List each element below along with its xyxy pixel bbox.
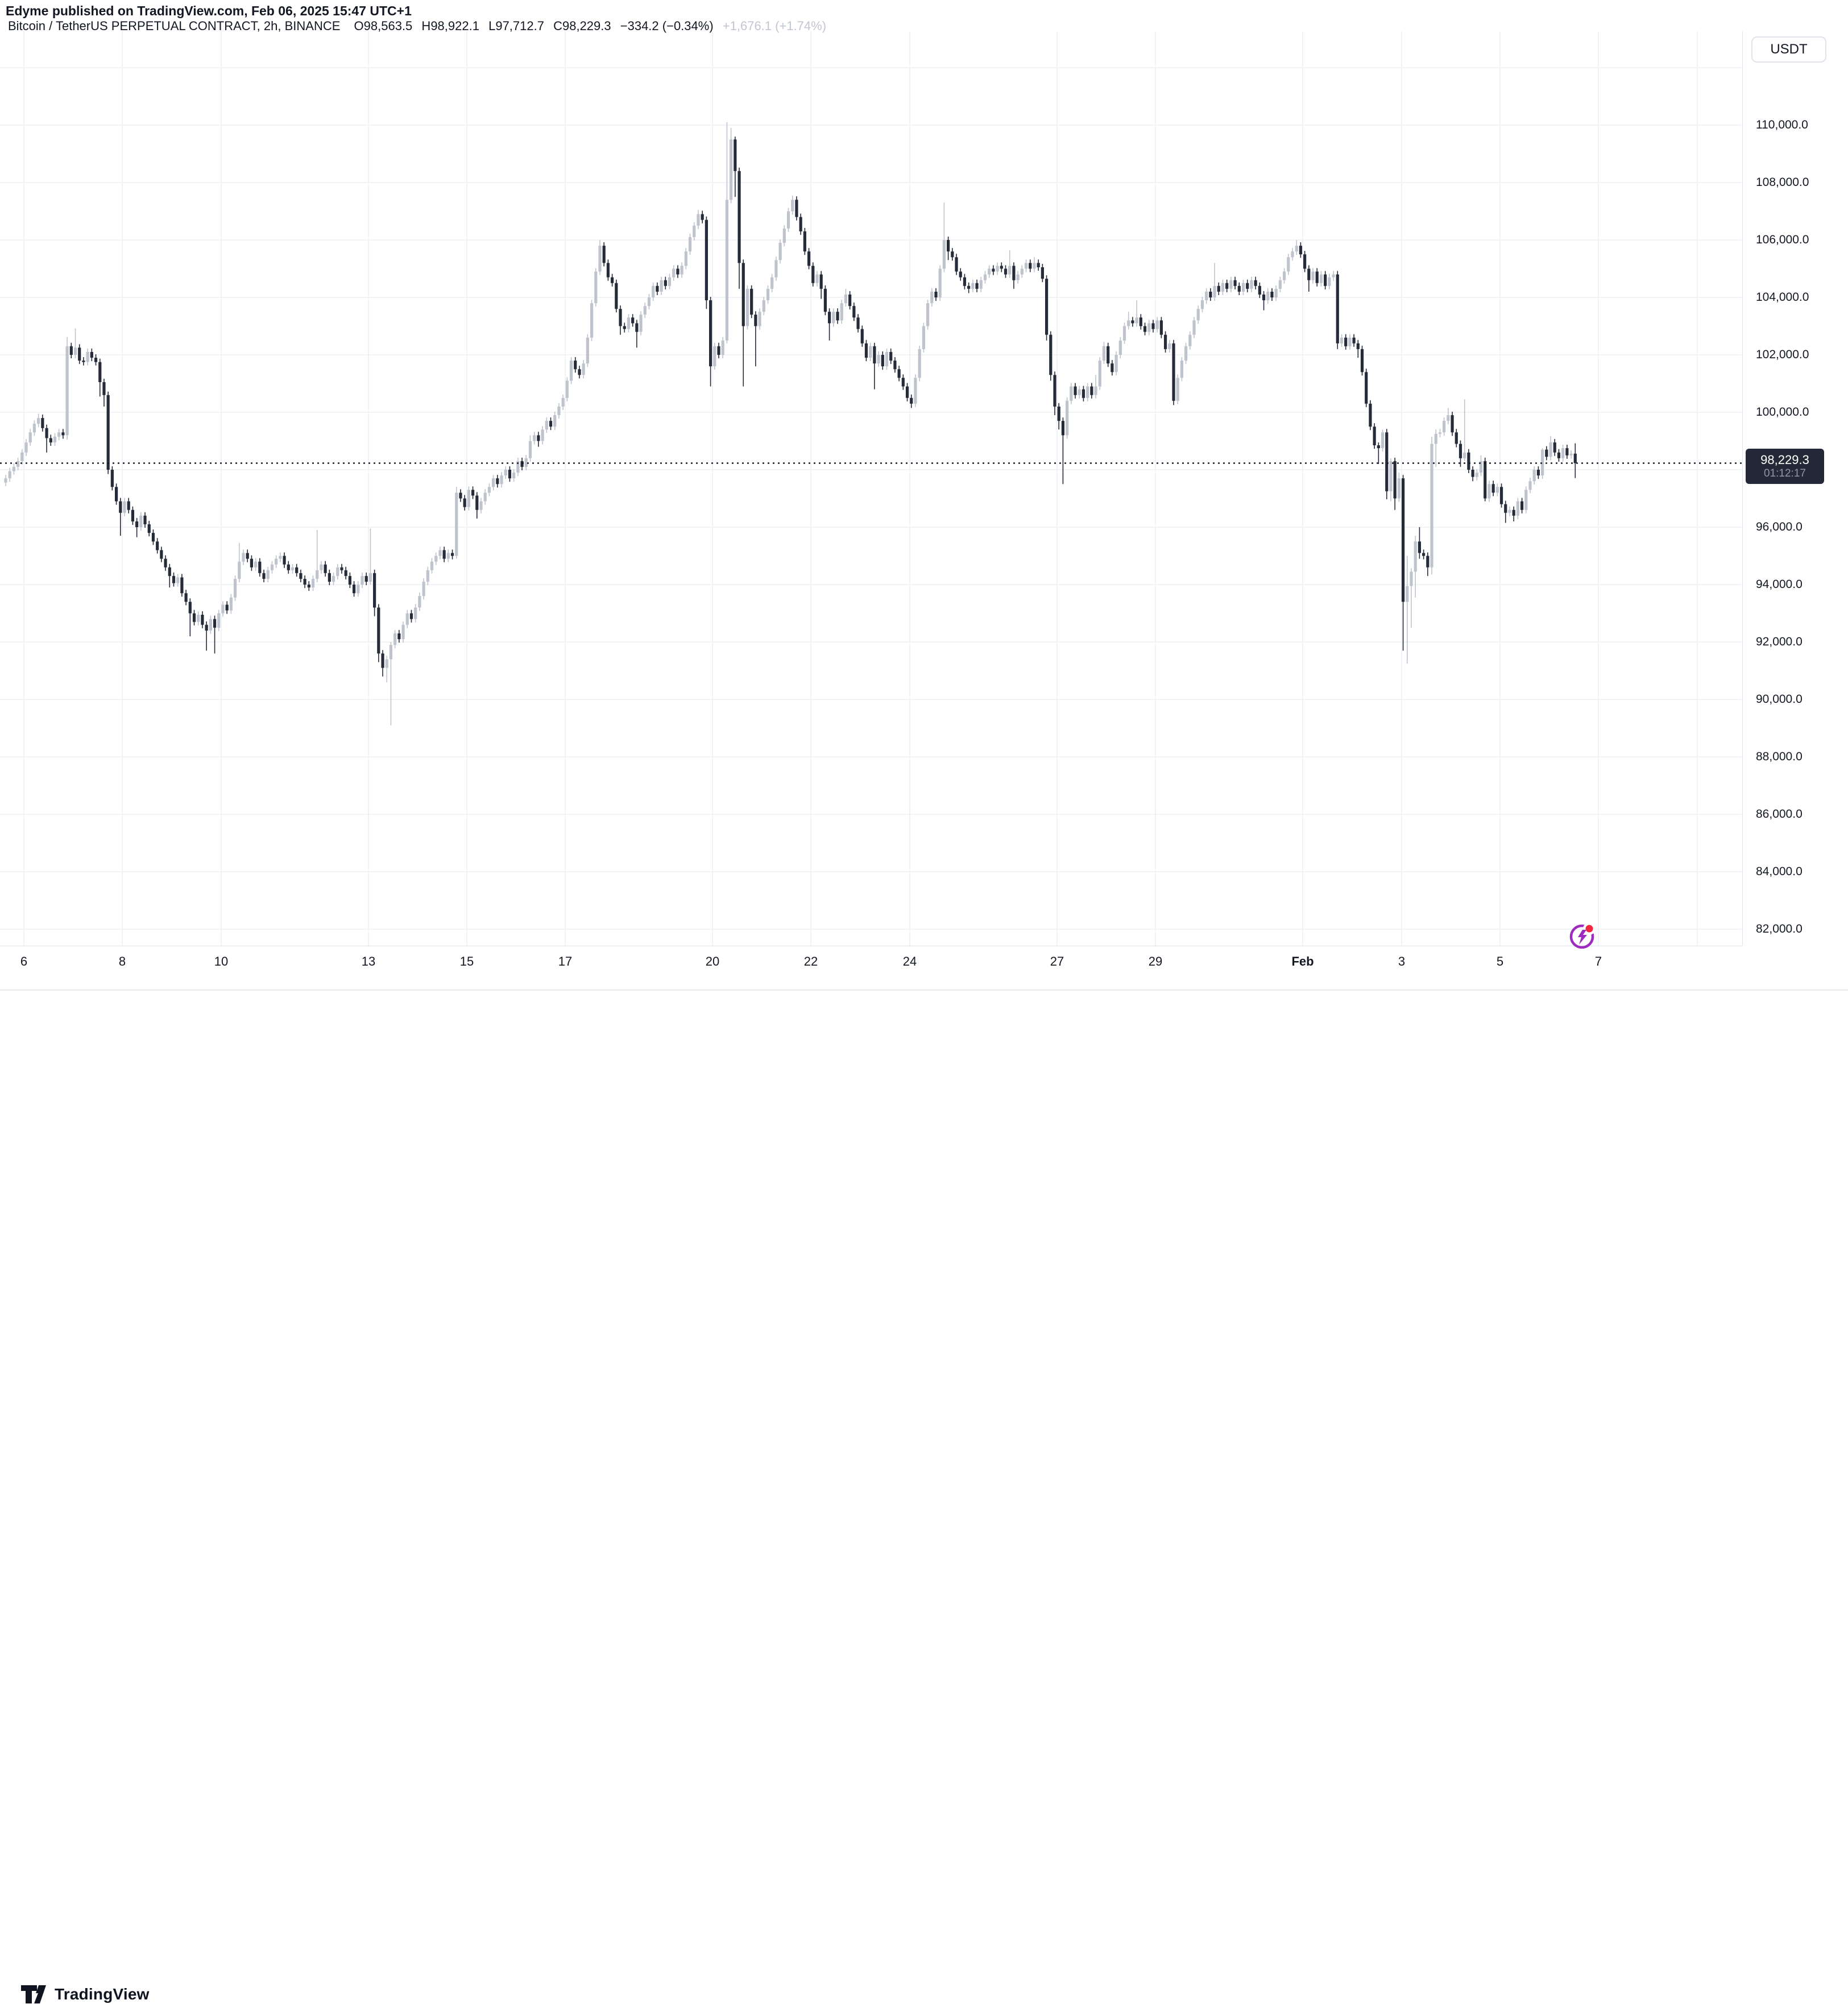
price-axis-label: 92,000.0 (1756, 635, 1803, 648)
time-axis-label: 5 (1496, 954, 1504, 968)
ohlc-high-label: H (421, 19, 431, 33)
time-axis-label: 20 (705, 954, 720, 968)
price-axis-label: 88,000.0 (1756, 750, 1803, 763)
price-axis-label: 96,000.0 (1756, 520, 1803, 533)
ohlc-low-label: L (488, 19, 496, 33)
price-axis-label: 104,000.0 (1756, 291, 1809, 304)
time-axis-label: 29 (1148, 954, 1163, 968)
time-axis-label: 27 (1050, 954, 1064, 968)
currency-toggle-button[interactable]: USDT (1751, 36, 1826, 63)
price-axis-label: 100,000.0 (1756, 405, 1809, 419)
publish-attribution: Edyme published on TradingView.com, Feb … (6, 3, 412, 18)
change-value: −334.2 (−0.34%) (620, 19, 714, 33)
price-axis-label: 90,000.0 (1756, 693, 1803, 706)
time-axis-label: 17 (558, 954, 573, 968)
ohlc-close-label: C (553, 19, 562, 33)
time-axis-label: 24 (902, 954, 917, 968)
tradingview-logo-icon (21, 1985, 46, 2003)
notification-dot (1585, 925, 1593, 933)
current-price-value: 98,229.3 (1760, 453, 1809, 467)
lightning-circle (1569, 924, 1594, 949)
time-axis-label: 22 (803, 954, 818, 968)
price-axis-label: 82,000.0 (1756, 922, 1803, 935)
tradingview-wordmark: TradingView (55, 1985, 150, 2003)
ohlc-close-value: 98,229.3 (562, 19, 611, 33)
tradingview-brand[interactable]: TradingView (20, 1985, 150, 2004)
price-axis-label: 108,000.0 (1756, 176, 1809, 189)
time-axis-label: 15 (459, 954, 474, 968)
time-axis-label: 13 (361, 954, 376, 968)
price-axis-label: 86,000.0 (1756, 808, 1803, 821)
time-axis-label: Feb (1291, 954, 1314, 968)
candlestick-chart-canvas (0, 31, 1742, 946)
footer-bar: TradingView (0, 989, 1848, 2003)
ohlc-high-value: 98,922.1 (430, 19, 479, 33)
price-axis-border (1742, 31, 1743, 946)
time-axis-label: 8 (118, 954, 126, 968)
ohlc-open-label: O (354, 19, 364, 33)
tradingview-published-chart: Edyme published on TradingView.com, Feb … (0, 3, 1848, 2003)
time-axis-label: 3 (1398, 954, 1406, 968)
current-price-badge: 98,229.3 01:12:17 (1746, 449, 1824, 484)
time-axis-label: 6 (20, 954, 28, 968)
price-axis-label: 110,000.0 (1756, 118, 1808, 131)
time-axis-label: 7 (1594, 954, 1602, 968)
price-axis-label: 106,000.0 (1756, 233, 1809, 246)
extended-change-value: +1,676.1 (+1.74%) (722, 19, 827, 33)
symbol-title[interactable]: Bitcoin / TetherUS PERPETUAL CONTRACT, 2… (8, 19, 341, 33)
price-axis-label: 84,000.0 (1756, 865, 1803, 878)
symbol-info-line[interactable]: Bitcoin / TetherUS PERPETUAL CONTRACT, 2… (8, 19, 826, 34)
lightning-events-icon[interactable] (1565, 920, 1606, 960)
ohlc-low-value: 97,712.7 (495, 19, 544, 33)
ohlc-open-value: 98,563.5 (363, 19, 413, 33)
time-axis-label: 10 (214, 954, 229, 968)
price-axis-label: 102,000.0 (1756, 348, 1809, 361)
bar-countdown-timer: 01:12:17 (1764, 467, 1806, 479)
lightning-bolt-glyph (1578, 930, 1587, 945)
price-axis-label: 94,000.0 (1756, 578, 1803, 591)
